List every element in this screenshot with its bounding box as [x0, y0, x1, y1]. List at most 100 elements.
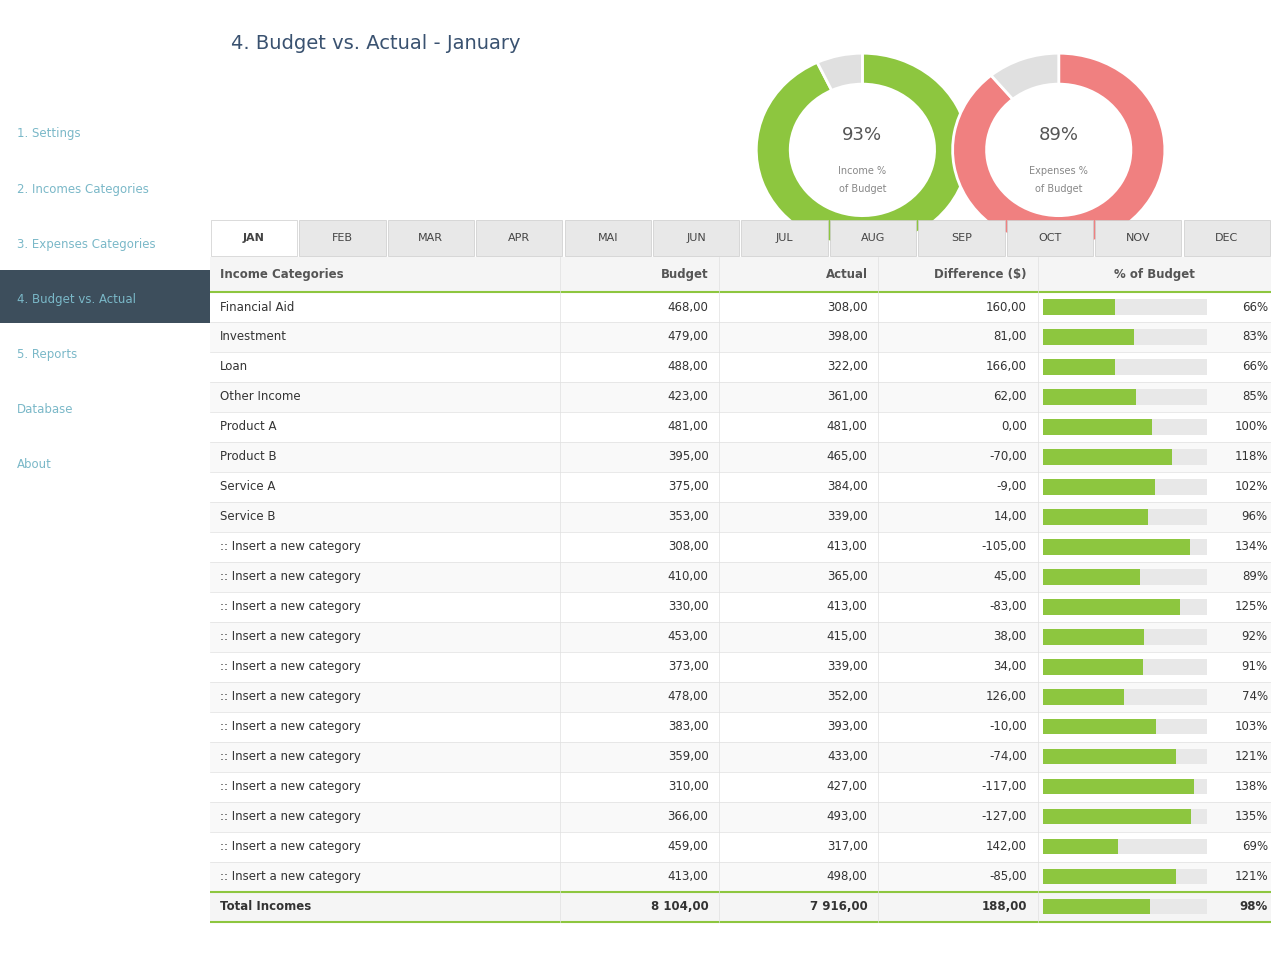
Text: Total Incomes: Total Incomes — [220, 900, 311, 913]
FancyBboxPatch shape — [564, 220, 651, 256]
FancyBboxPatch shape — [1042, 898, 1150, 915]
Text: 121%: 121% — [1234, 750, 1267, 763]
Text: -74,00: -74,00 — [989, 750, 1027, 763]
Text: 66%: 66% — [1242, 361, 1267, 373]
Text: 1. Settings: 1. Settings — [17, 128, 80, 140]
FancyBboxPatch shape — [919, 220, 1004, 256]
Text: 488,00: 488,00 — [667, 361, 708, 373]
Text: 375,00: 375,00 — [667, 481, 708, 493]
FancyBboxPatch shape — [210, 652, 1271, 682]
FancyBboxPatch shape — [1042, 838, 1207, 855]
Text: MAR: MAR — [418, 233, 444, 243]
Text: 96%: 96% — [1242, 511, 1267, 523]
FancyBboxPatch shape — [1042, 718, 1155, 735]
Text: 166,00: 166,00 — [986, 361, 1027, 373]
Text: % of Budget: % of Budget — [1113, 268, 1195, 281]
Text: 89%: 89% — [1038, 127, 1079, 144]
Text: 126,00: 126,00 — [986, 690, 1027, 703]
Text: 339,00: 339,00 — [827, 660, 868, 673]
Text: 410,00: 410,00 — [667, 571, 708, 583]
FancyBboxPatch shape — [1042, 718, 1207, 735]
Text: ADNIA: ADNIA — [78, 49, 142, 67]
FancyBboxPatch shape — [1042, 868, 1176, 885]
FancyBboxPatch shape — [1042, 748, 1176, 765]
Text: 103%: 103% — [1234, 720, 1267, 733]
Text: Product B: Product B — [220, 451, 277, 463]
FancyBboxPatch shape — [1042, 868, 1207, 885]
FancyBboxPatch shape — [210, 412, 1271, 442]
FancyBboxPatch shape — [1042, 599, 1207, 615]
Text: 384,00: 384,00 — [827, 481, 868, 493]
Text: 3. Expenses Categories: 3. Expenses Categories — [17, 238, 155, 250]
Text: Service B: Service B — [220, 511, 276, 523]
Text: Actual: Actual — [826, 268, 868, 281]
Text: 330,00: 330,00 — [667, 601, 708, 613]
FancyBboxPatch shape — [1042, 479, 1154, 495]
Text: Difference ($): Difference ($) — [934, 268, 1027, 281]
Text: 427,00: 427,00 — [826, 780, 868, 793]
FancyBboxPatch shape — [210, 352, 1271, 382]
Text: 317,00: 317,00 — [827, 840, 868, 853]
Text: JUL: JUL — [775, 233, 793, 243]
FancyBboxPatch shape — [210, 472, 1271, 502]
FancyBboxPatch shape — [1042, 659, 1143, 675]
Text: :: Insert a new category: :: Insert a new category — [220, 810, 361, 823]
Text: 415,00: 415,00 — [827, 630, 868, 643]
FancyBboxPatch shape — [1042, 659, 1207, 675]
FancyBboxPatch shape — [1042, 449, 1207, 465]
Text: 74%: 74% — [1242, 690, 1267, 703]
Text: Expenses %: Expenses % — [1030, 166, 1088, 176]
FancyBboxPatch shape — [1042, 359, 1115, 375]
FancyBboxPatch shape — [477, 220, 562, 256]
FancyBboxPatch shape — [1042, 569, 1140, 585]
FancyBboxPatch shape — [1042, 419, 1153, 435]
Text: of Budget: of Budget — [839, 184, 886, 193]
Text: Financial Aid: Financial Aid — [220, 301, 295, 313]
Text: Investment: Investment — [220, 331, 287, 343]
FancyBboxPatch shape — [1042, 569, 1207, 585]
Text: 93%: 93% — [843, 127, 882, 144]
Text: 413,00: 413,00 — [827, 541, 868, 553]
Text: :: Insert a new category: :: Insert a new category — [220, 630, 361, 643]
FancyBboxPatch shape — [210, 562, 1271, 592]
FancyBboxPatch shape — [211, 220, 297, 256]
Text: -127,00: -127,00 — [981, 810, 1027, 823]
Text: 142,00: 142,00 — [986, 840, 1027, 853]
FancyBboxPatch shape — [1042, 629, 1207, 645]
FancyBboxPatch shape — [1042, 629, 1144, 645]
Text: 413,00: 413,00 — [667, 870, 708, 883]
Text: 339,00: 339,00 — [827, 511, 868, 523]
Text: 83%: 83% — [1242, 331, 1267, 343]
Text: 393,00: 393,00 — [827, 720, 868, 733]
FancyBboxPatch shape — [210, 322, 1271, 352]
Text: 465,00: 465,00 — [827, 451, 868, 463]
Text: -10,00: -10,00 — [989, 720, 1027, 733]
FancyBboxPatch shape — [210, 742, 1271, 772]
Text: 468,00: 468,00 — [667, 301, 708, 313]
Text: :: Insert a new category: :: Insert a new category — [220, 870, 361, 883]
Text: -105,00: -105,00 — [981, 541, 1027, 553]
Text: :: Insert a new category: :: Insert a new category — [220, 541, 361, 553]
Text: 423,00: 423,00 — [667, 391, 708, 403]
Text: JAN: JAN — [243, 233, 264, 243]
Text: of Budget: of Budget — [1035, 184, 1083, 193]
Text: APR: APR — [508, 233, 530, 243]
Text: Income %: Income % — [839, 166, 886, 176]
Text: 62,00: 62,00 — [994, 391, 1027, 403]
Wedge shape — [991, 53, 1059, 100]
Text: 479,00: 479,00 — [667, 331, 708, 343]
Text: FEB: FEB — [332, 233, 353, 243]
FancyBboxPatch shape — [0, 270, 210, 323]
FancyBboxPatch shape — [1042, 808, 1207, 825]
Text: 373,00: 373,00 — [667, 660, 708, 673]
Text: 5. Reports: 5. Reports — [17, 348, 78, 361]
Text: AUG: AUG — [860, 233, 885, 243]
Text: 398,00: 398,00 — [827, 331, 868, 343]
FancyBboxPatch shape — [210, 532, 1271, 562]
Text: 0,00: 0,00 — [1002, 421, 1027, 433]
Text: 38,00: 38,00 — [994, 630, 1027, 643]
Text: 481,00: 481,00 — [667, 421, 708, 433]
FancyBboxPatch shape — [210, 682, 1271, 712]
Wedge shape — [953, 53, 1164, 247]
Text: 14,00: 14,00 — [994, 511, 1027, 523]
